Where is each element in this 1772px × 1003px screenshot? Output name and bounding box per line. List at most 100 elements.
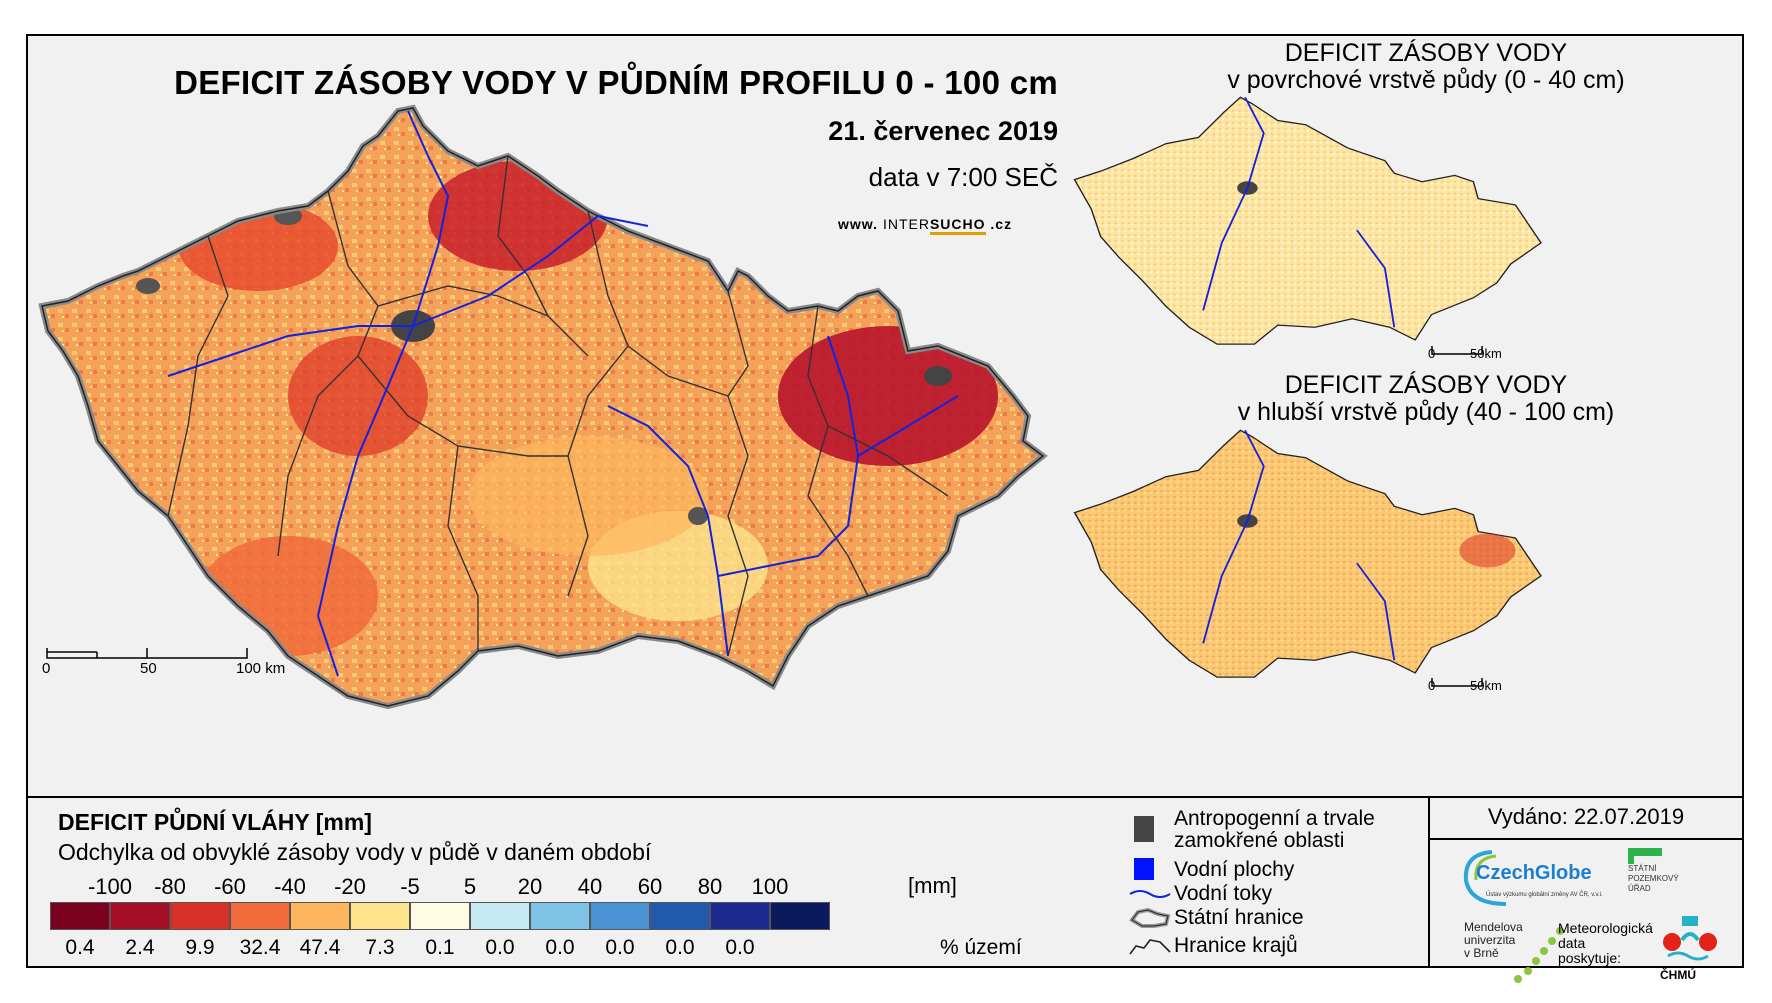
colorbar bbox=[50, 902, 830, 930]
website-prefix: www. bbox=[838, 216, 879, 232]
colorbar-percent: 7.3 bbox=[365, 936, 395, 959]
inset-top-scale-0: 0 bbox=[1428, 346, 1436, 361]
colorbar-percent: 9.9 bbox=[185, 936, 215, 959]
main-title: DEFICIT ZÁSOBY VODY V PŮDNÍM PROFILU 0 -… bbox=[174, 64, 1058, 101]
colorbar-break: -60 bbox=[214, 874, 246, 899]
legend-divider bbox=[28, 796, 1742, 798]
colorbar-swatch bbox=[710, 902, 770, 930]
chmu-text: ČHMÚ bbox=[1660, 968, 1696, 982]
percent-label: % území bbox=[940, 936, 1022, 959]
colorbar-percent: 0.0 bbox=[725, 936, 755, 959]
inset-top-title-line2: v povrchové vrstvě půdy (0 - 40 cm) bbox=[1227, 66, 1625, 94]
website-link[interactable]: www. INTERSUCHO .cz bbox=[838, 216, 1013, 235]
region-border-label: Hranice krajů bbox=[1174, 934, 1298, 957]
colorbar-break: -80 bbox=[154, 874, 186, 899]
main-map bbox=[38, 104, 1048, 710]
inset-bottom-map bbox=[1073, 429, 1542, 678]
colorbar-percent: 0.4 bbox=[65, 936, 95, 959]
czechglobe-subtext: Ústav výzkumu globální změny AV ČR, v.v.… bbox=[1486, 892, 1603, 898]
meteo-provider-text: Meteorologická data poskytuje: bbox=[1558, 920, 1653, 966]
colorbar-swatch bbox=[650, 902, 710, 930]
main-date: 21. červenec 2019 bbox=[828, 116, 1058, 146]
colorbar-percent: 0.0 bbox=[665, 936, 695, 959]
colorbar-break: -20 bbox=[334, 874, 366, 899]
website-suffix: .cz bbox=[990, 216, 1013, 232]
czechglobe-text: CzechGlobe bbox=[1476, 862, 1592, 884]
colorbar-break: 20 bbox=[517, 874, 543, 899]
colorbar-break: 60 bbox=[637, 874, 663, 899]
river-symbol-icon bbox=[1129, 890, 1171, 898]
colorbar-swatch bbox=[290, 902, 350, 930]
rivers bbox=[167, 110, 959, 677]
colorbar-percent: 0.0 bbox=[485, 936, 515, 959]
inset-bottom-scale-50: 50km bbox=[1470, 678, 1502, 693]
colorbar-unit: [mm] bbox=[908, 873, 957, 898]
colorbar-percent: 32.4 bbox=[239, 936, 281, 959]
colorbar-labels: -100 -80 -60 -40 -20 -5 5 20 40 60 80 10… bbox=[28, 874, 928, 900]
inset-top-scale-bar bbox=[1431, 346, 1483, 355]
legend-heading: DEFICIT PŮDNÍ VLÁHY [mm] bbox=[58, 809, 372, 835]
inset-bottom-scale-bar bbox=[1431, 678, 1483, 687]
spu-flag-icon bbox=[1628, 848, 1662, 864]
colorbar-percent: 0.0 bbox=[605, 936, 635, 959]
main-scale-0: 0 bbox=[42, 660, 51, 677]
anthropogenic-swatch bbox=[1134, 816, 1154, 842]
chmu-emblem-icon bbox=[1663, 916, 1717, 961]
czechglobe-swirl-icon bbox=[1463, 850, 1507, 906]
water-bodies-label: Vodní plochy bbox=[1174, 858, 1295, 881]
website-brand: INTERSUCHO bbox=[883, 216, 986, 235]
colorbar-percent: 0.0 bbox=[545, 936, 575, 959]
anthropogenic-label: Antropogenní a trvale zamokřené oblasti bbox=[1174, 807, 1375, 852]
colorbar-swatch bbox=[590, 902, 650, 930]
data-time: data v 7:00 SEČ bbox=[868, 162, 1058, 192]
region-borders bbox=[167, 155, 949, 657]
colorbar-break: 5 bbox=[463, 874, 477, 899]
region-border-icon bbox=[1129, 939, 1171, 955]
main-scale-bar bbox=[46, 648, 248, 659]
issued-date: Vydáno: 22.07.2019 bbox=[1487, 804, 1685, 829]
colorbar-swatch bbox=[50, 902, 110, 930]
spu-text: STÁTNÍ POZEMKOVÝ ÚŘAD bbox=[1628, 864, 1679, 893]
mendel-logo: Mendelova univerzita v Brně bbox=[1464, 921, 1564, 983]
main-scale-100: 100 km bbox=[236, 660, 286, 677]
spu-logo: STÁTNÍ POZEMKOVÝ ÚŘAD bbox=[1628, 848, 1708, 918]
colorbar-percentages: 0.4 2.4 9.9 32.4 47.4 7.3 0.1 0.0 0.0 0.… bbox=[28, 936, 928, 962]
colorbar-break: -5 bbox=[400, 874, 420, 899]
colorbar-swatch bbox=[470, 902, 530, 930]
colorbar-break: 40 bbox=[577, 874, 603, 899]
rivers-label: Vodní toky bbox=[1174, 882, 1273, 905]
inset-top-title-line1: DEFICIT ZÁSOBY VODY bbox=[1284, 39, 1568, 67]
legend-subheading: Odchylka od obvyklé zásoby vody v půdě v… bbox=[58, 839, 652, 865]
state-border-label: Státní hranice bbox=[1174, 906, 1304, 929]
czechglobe-logo: CzechGlobe Ústav výzkumu globální změny … bbox=[1462, 848, 1612, 910]
colorbar-swatch bbox=[110, 902, 170, 930]
issued-divider-horizontal bbox=[1430, 838, 1742, 840]
colorbar-break: -40 bbox=[274, 874, 306, 899]
colorbar-percent: 2.4 bbox=[125, 936, 155, 959]
water-body-swatch bbox=[1134, 858, 1154, 880]
inset-bottom-title: DEFICIT ZÁSOBY VODY v hlubší vrstvě půdy… bbox=[1166, 372, 1686, 426]
map-frame: DEFICIT ZÁSOBY VODY V PŮDNÍM PROFILU 0 -… bbox=[26, 34, 1744, 983]
colorbar-swatch bbox=[410, 902, 470, 930]
colorbar-break: 80 bbox=[697, 874, 723, 899]
chmu-logo: ČHMÚ bbox=[1658, 916, 1728, 986]
inset-top-map bbox=[1073, 96, 1542, 345]
inset-top-title: DEFICIT ZÁSOBY VODY v povrchové vrstvě p… bbox=[1166, 40, 1686, 94]
state-border-icon bbox=[1129, 907, 1171, 928]
colorbar-percent: 0.1 bbox=[425, 936, 455, 959]
inset-bottom-title-line1: DEFICIT ZÁSOBY VODY bbox=[1284, 371, 1568, 399]
colorbar-percent: 47.4 bbox=[299, 936, 341, 959]
colorbar-swatch bbox=[170, 902, 230, 930]
inset-top-scale-50: 50km bbox=[1470, 346, 1502, 361]
colorbar-swatch bbox=[770, 902, 830, 930]
colorbar-swatch bbox=[350, 902, 410, 930]
colorbar-break: 100 bbox=[751, 874, 789, 899]
mendel-dots-icon bbox=[1514, 927, 1564, 983]
inset-bottom-title-line2: v hlubší vrstvě půdy (40 - 100 cm) bbox=[1237, 398, 1615, 426]
issued-divider-vertical bbox=[1428, 796, 1430, 966]
colorbar-swatch bbox=[530, 902, 590, 930]
inset-bottom-scale-0: 0 bbox=[1428, 678, 1436, 693]
colorbar-break: -100 bbox=[87, 874, 133, 899]
main-scale-50: 50 bbox=[140, 660, 157, 677]
colorbar-swatch bbox=[230, 902, 290, 930]
